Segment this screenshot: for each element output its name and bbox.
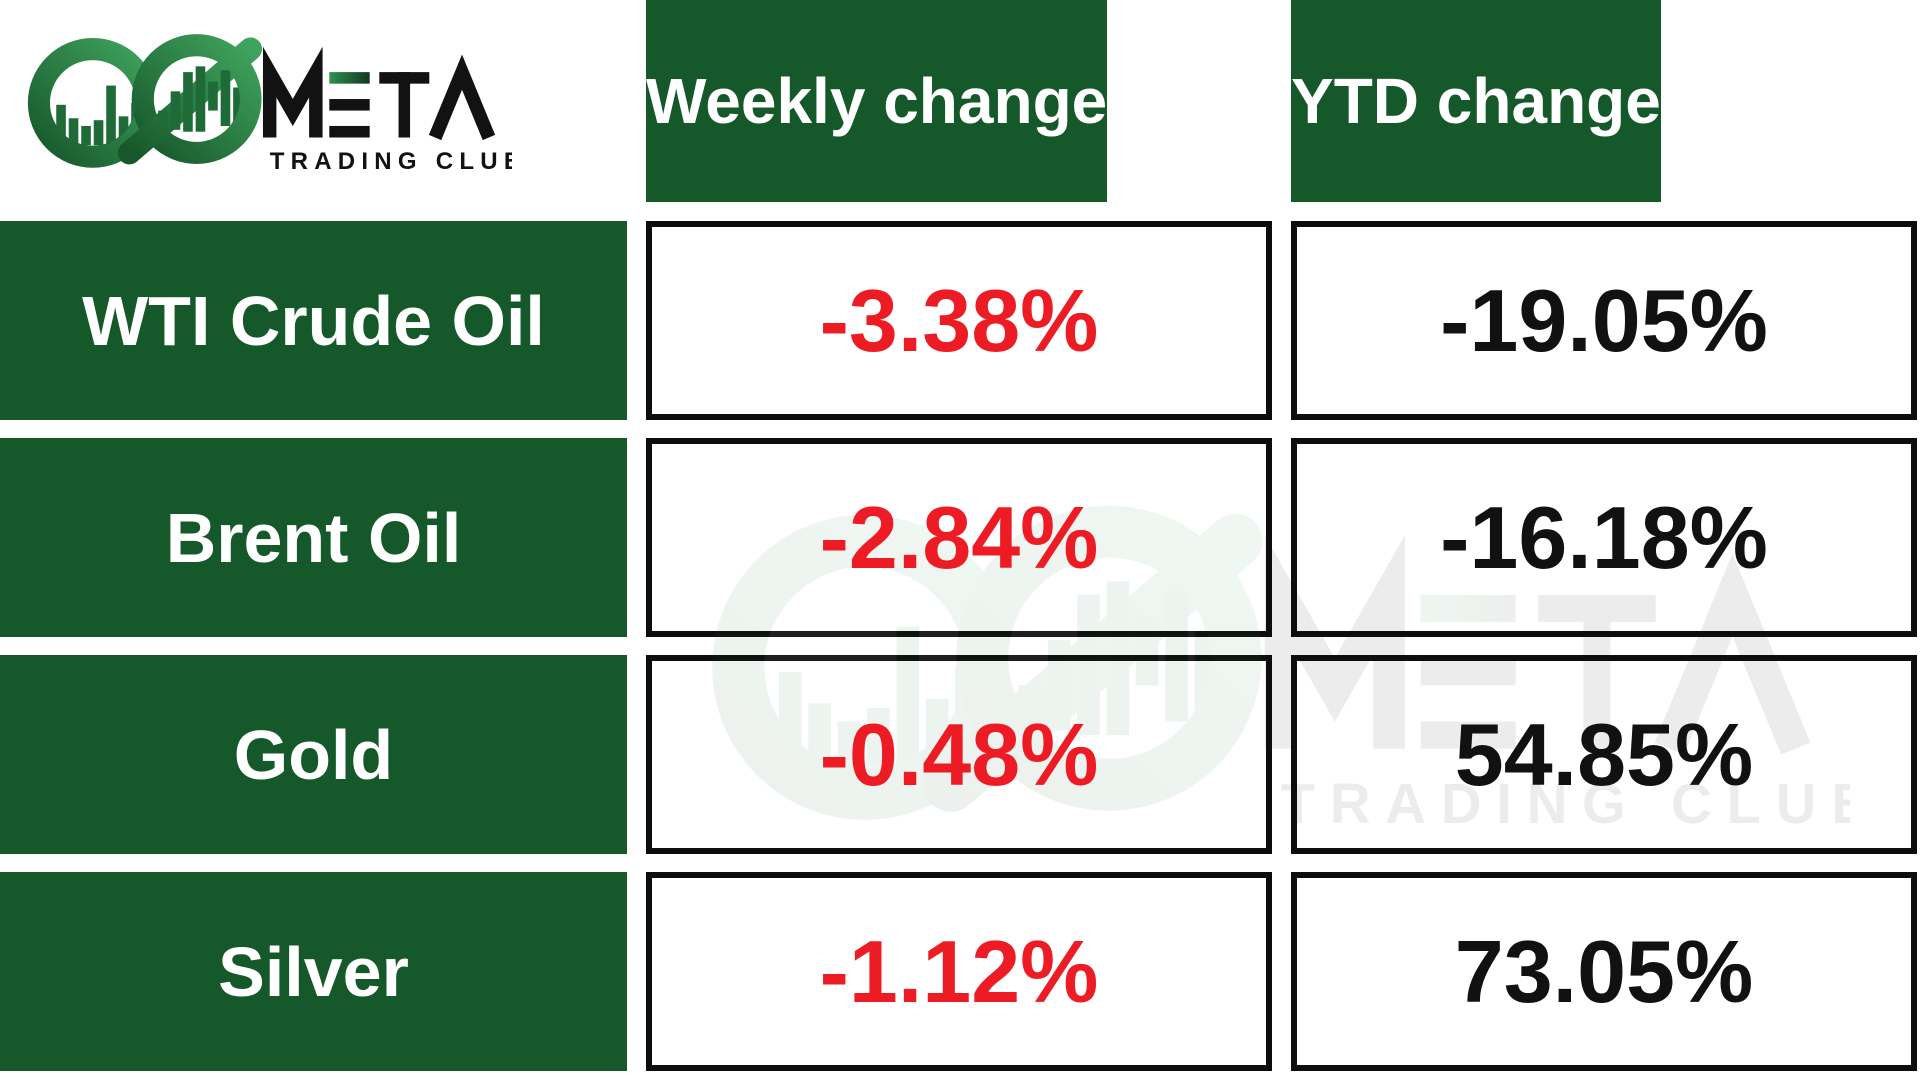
row-label-gold: Gold xyxy=(0,655,627,854)
row-label-text: Silver xyxy=(218,932,409,1011)
cell-wti-ytd-change: -19.05% xyxy=(1291,221,1917,420)
brand-logo-graphic xyxy=(12,18,512,182)
cell-gold-ytd-change: 54.85% xyxy=(1291,655,1917,854)
col-header-weekly-change-label: Weekly change xyxy=(646,65,1108,137)
cell-gold-weekly-change: -0.48% xyxy=(646,655,1272,854)
row-label-text: Gold xyxy=(233,715,394,794)
cell-value: -0.48% xyxy=(819,704,1099,804)
row-label-silver: Silver xyxy=(0,872,627,1071)
col-header-ytd-change: YTD change xyxy=(1291,0,1661,202)
cell-brent-weekly-change: -2.84% xyxy=(646,438,1272,637)
row-label-brent-oil: Brent Oil xyxy=(0,438,627,637)
cell-value: -19.05% xyxy=(1440,270,1768,370)
brand-logo xyxy=(12,18,512,182)
row-label-text: WTI Crude Oil xyxy=(82,281,545,360)
cell-value: 73.05% xyxy=(1454,921,1754,1021)
cell-wti-weekly-change: -3.38% xyxy=(646,221,1272,420)
cell-brent-ytd-change: -16.18% xyxy=(1291,438,1917,637)
cell-silver-ytd-change: 73.05% xyxy=(1291,872,1917,1071)
row-label-wti-crude-oil: WTI Crude Oil xyxy=(0,221,627,420)
cell-silver-weekly-change: -1.12% xyxy=(646,872,1272,1071)
cell-value: -16.18% xyxy=(1440,487,1768,587)
cell-value: -2.84% xyxy=(819,487,1099,587)
cell-value: -1.12% xyxy=(819,921,1099,1021)
row-label-text: Brent Oil xyxy=(165,498,462,577)
col-header-weekly-change: Weekly change xyxy=(646,0,1108,202)
cell-value: 54.85% xyxy=(1454,704,1754,804)
cell-value: -3.38% xyxy=(819,270,1099,370)
col-header-ytd-change-label: YTD change xyxy=(1291,65,1661,137)
